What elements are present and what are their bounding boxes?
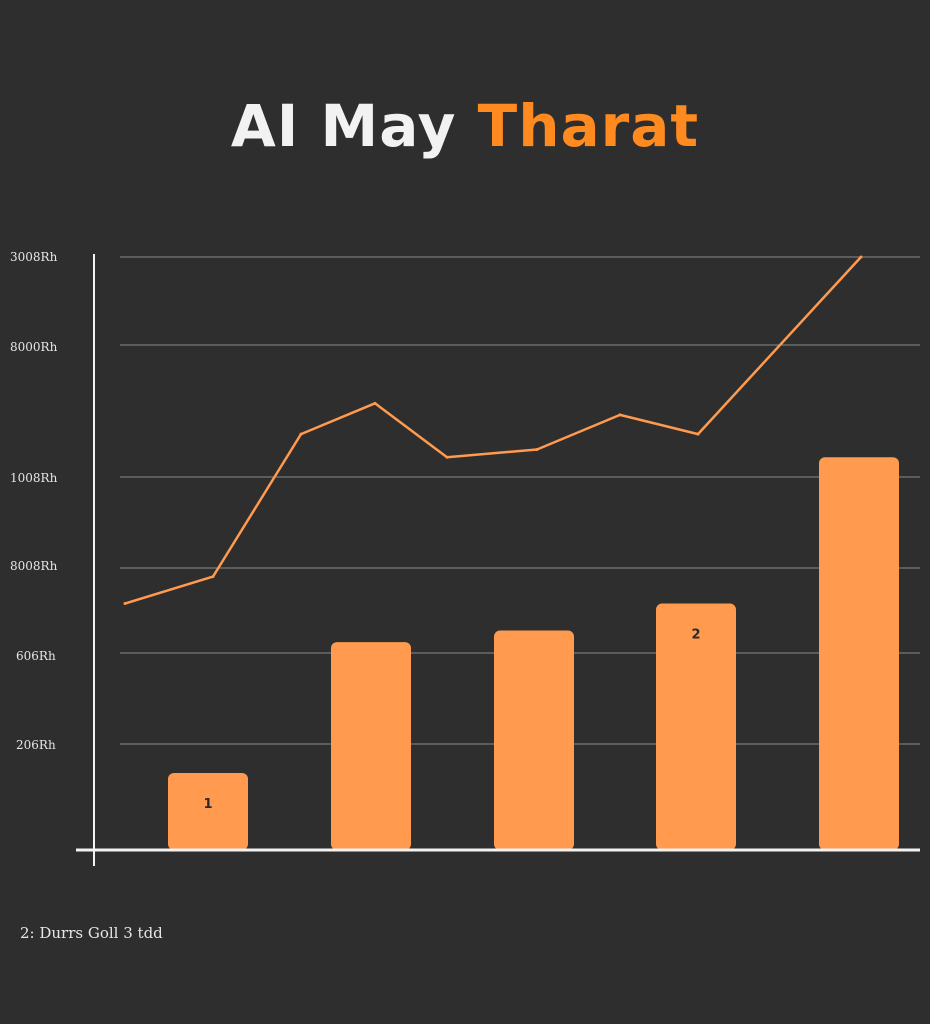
line-point-9 [859, 255, 863, 259]
trend-line [124, 256, 862, 605]
line-point-3 [299, 432, 303, 436]
y-tick-labels: 3008Rh 8000Rh 1008Rh 8008Rh 606Rh 206Rh [10, 250, 58, 752]
bar-3 [494, 630, 574, 850]
line-point-5 [445, 455, 449, 459]
bar-1 [168, 772, 248, 850]
bar-2 [331, 642, 411, 850]
chart-footnote: 2: Durrs Goll 3 tdd [20, 924, 163, 942]
line-point-4 [373, 401, 377, 405]
y-tick-label-5: 606Rh [16, 649, 56, 663]
bar-data-labels: 12 [203, 628, 700, 812]
line-point-2 [211, 575, 215, 579]
bar-data-label-1: 1 [203, 797, 212, 812]
line-series [123, 255, 863, 606]
y-tick-label-1: 3008Rh [10, 250, 58, 264]
y-tick-label-6: 206Rh [16, 738, 56, 752]
line-point-1 [123, 602, 127, 606]
chart-title-primary: AI May [230, 92, 457, 160]
y-tick-label-4: 8008Rh [10, 559, 58, 573]
line-point-6 [535, 448, 539, 452]
axes [76, 254, 920, 866]
chart-title: AI May Tharat [0, 92, 930, 160]
bar-data-label-4: 2 [691, 628, 700, 643]
bar-4 [656, 603, 736, 850]
chart-title-accent: Tharat [477, 92, 700, 160]
line-point-8 [696, 432, 700, 436]
y-tick-label-2: 8000Rh [10, 340, 58, 354]
line-point-7 [618, 413, 622, 417]
bar-series [168, 457, 899, 850]
bar-5 [819, 457, 899, 850]
y-tick-label-3: 1008Rh [10, 471, 58, 485]
